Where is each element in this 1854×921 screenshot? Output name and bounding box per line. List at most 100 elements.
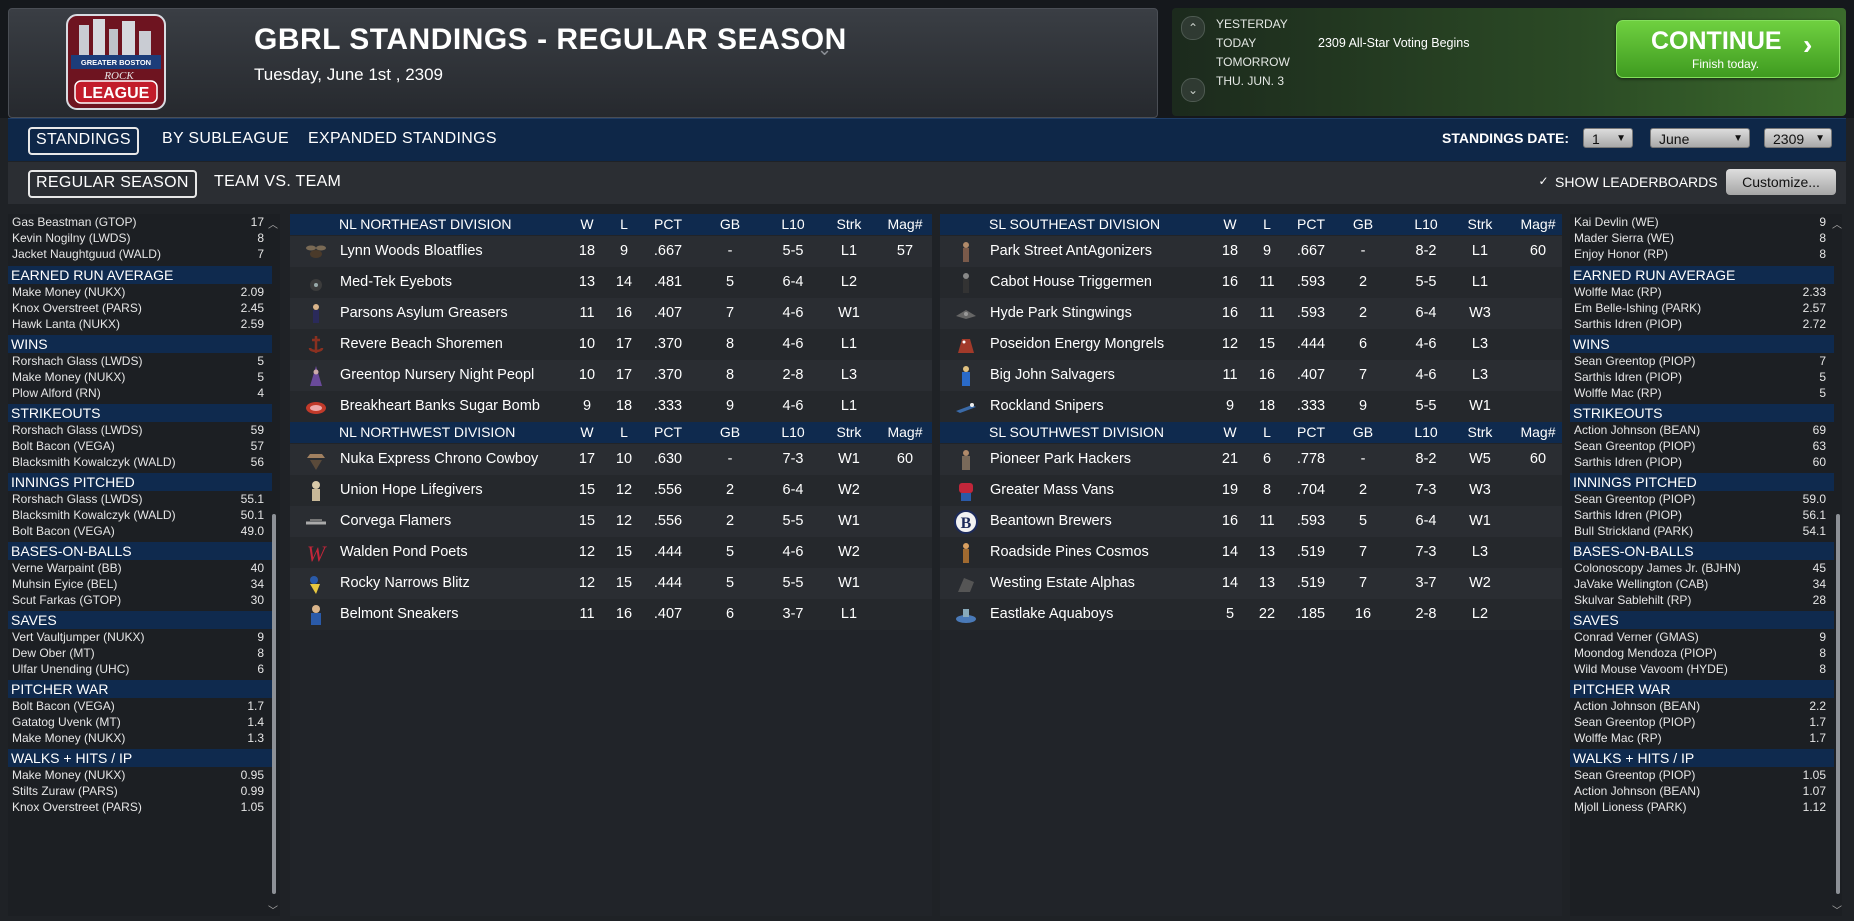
team-row[interactable]: Rockland Snipers 9 18 .333 9 5-5 W1 — [940, 391, 1562, 422]
show-leaderboards-checkbox[interactable]: ✓ — [1538, 174, 1549, 188]
team-name[interactable]: Park Street AntAgonizers — [990, 243, 1152, 259]
right-leaderboard-scrollbar[interactable]: ︿ ﹀ — [1832, 214, 1842, 916]
right-scroll-thumb[interactable] — [1836, 514, 1840, 894]
leader-row[interactable]: Vert Vaultjumper (NUKX) 9 — [8, 628, 272, 647]
column-header-w[interactable]: W — [1223, 216, 1237, 232]
leader-row[interactable]: Make Money (NUKX) 2.09 — [8, 283, 272, 302]
team-name[interactable]: Rocky Narrows Blitz — [340, 575, 470, 591]
team-name[interactable]: Hyde Park Stingwings — [990, 305, 1132, 321]
team-name[interactable]: Beantown Brewers — [990, 513, 1112, 529]
column-header-strk[interactable]: Strk — [836, 424, 862, 440]
column-header-l[interactable]: L — [1263, 216, 1271, 232]
leader-row[interactable]: Action Johnson (BEAN) 1.07 — [1570, 782, 1834, 801]
team-name[interactable]: Parsons Asylum Greasers — [340, 305, 508, 321]
column-header-gb[interactable]: GB — [1352, 216, 1374, 232]
team-name[interactable]: Breakheart Banks Sugar Bomb — [340, 398, 540, 414]
tab-regular-season[interactable]: REGULAR SEASON — [28, 170, 197, 198]
leader-row[interactable]: Bull Strickland (PARK) 54.1 — [1570, 522, 1834, 541]
leader-row[interactable]: Action Johnson (BEAN) 2.2 — [1570, 697, 1834, 716]
leader-row[interactable]: Knox Overstreet (PARS) 2.45 — [8, 299, 272, 318]
scroll-up-icon[interactable]: ︿ — [1832, 220, 1842, 231]
customize-button[interactable]: Customize... — [1726, 169, 1836, 195]
leader-row[interactable]: Mader Sierra (WE) 8 — [1570, 229, 1834, 248]
standings-month-select[interactable]: June ▼ — [1650, 128, 1750, 148]
column-header-strk[interactable]: Strk — [1467, 216, 1493, 232]
leader-row[interactable]: Scut Farkas (GTOP) 30 — [8, 591, 272, 610]
leader-row[interactable]: Hawk Lanta (NUKX) 2.59 — [8, 315, 272, 334]
leader-row[interactable]: Sarthis Idren (PIOP) 2.72 — [1570, 315, 1834, 334]
leader-row[interactable]: Bolt Bacon (VEGA) 1.7 — [8, 697, 272, 716]
team-row[interactable]: Parsons Asylum Greasers 11 16 .407 7 4-6 W1 — [290, 298, 932, 329]
leader-row[interactable]: Sarthis Idren (PIOP) 60 — [1570, 453, 1834, 472]
column-header-w[interactable]: W — [580, 216, 594, 232]
leader-row[interactable]: Action Johnson (BEAN) 69 — [1570, 421, 1834, 440]
scroll-down-icon[interactable]: ﹀ — [268, 906, 278, 916]
leader-row[interactable]: Sean Greentop (PIOP) 7 — [1570, 352, 1834, 371]
leader-row[interactable]: Blacksmith Kowalczyk (WALD) 50.1 — [8, 506, 272, 525]
leader-row[interactable]: Conrad Verner (GMAS) 9 — [1570, 628, 1834, 647]
leader-row[interactable]: Plow Alford (RN) 4 — [8, 384, 272, 403]
column-header-pct[interactable]: PCT — [1297, 216, 1325, 232]
team-name[interactable]: Corvega Flamers — [340, 513, 452, 529]
team-row[interactable]: Rocky Narrows Blitz 12 15 .444 5 5-5 W1 — [290, 568, 932, 599]
team-row[interactable]: Corvega Flamers 15 12 .556 2 5-5 W1 — [290, 506, 932, 537]
column-header-l10[interactable]: L10 — [1414, 424, 1438, 440]
team-row[interactable]: Park Street AntAgonizers 18 9 .667 - 8-2 L1 60 — [940, 236, 1562, 267]
title-dropdown-chevron-icon[interactable]: ⌄ — [817, 39, 833, 59]
leader-row[interactable]: Rorshach Glass (LWDS) 5 — [8, 352, 272, 371]
team-row[interactable]: Big John Salvagers 11 16 .407 7 4-6 L3 — [940, 360, 1562, 391]
leader-row[interactable]: Sean Greentop (PIOP) 59.0 — [1570, 490, 1834, 509]
tab-standings[interactable]: STANDINGS — [28, 127, 139, 155]
leader-row[interactable]: Wild Mouse Vavoom (HYDE) 8 — [1570, 660, 1834, 679]
team-name[interactable]: Union Hope Lifegivers — [340, 482, 483, 498]
team-name[interactable]: Poseidon Energy Mongrels — [990, 336, 1165, 352]
leader-row[interactable]: Gatatog Uvenk (MT) 1.4 — [8, 713, 272, 732]
leader-row[interactable]: Kai Devlin (WE) 9 — [1570, 214, 1834, 232]
leader-row[interactable]: Verne Warpaint (BB) 40 — [8, 559, 272, 578]
column-header-l[interactable]: L — [1263, 424, 1271, 440]
scroll-down-icon[interactable]: ﹀ — [1832, 906, 1842, 916]
team-row[interactable]: W Walden Pond Poets 12 15 .444 5 4-6 W2 — [290, 537, 932, 568]
leader-row[interactable]: Skulvar Sablehilt (RP) 28 — [1570, 591, 1834, 610]
leader-row[interactable]: Sean Greentop (PIOP) 1.7 — [1570, 713, 1834, 732]
leader-row[interactable]: Blacksmith Kowalczyk (WALD) 56 — [8, 453, 272, 472]
scroll-up-icon[interactable]: ︿ — [268, 220, 278, 231]
team-row[interactable]: Roadside Pines Cosmos 14 13 .519 7 7-3 L3 — [940, 537, 1562, 568]
leader-row[interactable]: Dew Ober (MT) 8 — [8, 644, 272, 663]
team-row[interactable]: Nuka Express Chrono Cowboy 17 10 .630 - 7-3 W1… — [290, 444, 932, 475]
leader-row[interactable]: Bolt Bacon (VEGA) 49.0 — [8, 522, 272, 541]
column-header-mag[interactable]: Mag# — [1520, 424, 1556, 440]
team-name[interactable]: Greentop Nursery Night Peopl — [340, 367, 535, 383]
leader-row[interactable]: Enjoy Honor (RP) 8 — [1570, 245, 1834, 264]
leader-row[interactable]: Rorshach Glass (LWDS) 59 — [8, 421, 272, 440]
team-row[interactable]: Poseidon Energy Mongrels 12 15 .444 6 4-6 L3 — [940, 329, 1562, 360]
team-name[interactable]: Rockland Snipers — [990, 398, 1104, 414]
team-row[interactable]: Greentop Nursery Night Peopl 10 17 .370 8 2-8… — [290, 360, 932, 391]
column-header-strk[interactable]: Strk — [1467, 424, 1493, 440]
team-name[interactable]: Pioneer Park Hackers — [990, 451, 1132, 467]
leader-row[interactable]: Moondog Mendoza (PIOP) 8 — [1570, 644, 1834, 663]
schedule-up-arrow-icon[interactable]: ⌃ — [1181, 16, 1205, 40]
column-header-mag[interactable]: Mag# — [887, 424, 923, 440]
continue-button[interactable]: CONTINUE Finish today. › — [1616, 20, 1840, 78]
team-name[interactable]: Cabot House Triggermen — [990, 274, 1152, 290]
team-name[interactable]: Roadside Pines Cosmos — [990, 544, 1149, 560]
team-name[interactable]: Walden Pond Poets — [340, 544, 468, 560]
leader-row[interactable]: Mjoll Lioness (PARK) 1.12 — [1570, 798, 1834, 817]
team-row[interactable]: Union Hope Lifegivers 15 12 .556 2 6-4 W2 — [290, 475, 932, 506]
schedule-down-arrow-icon[interactable]: ⌄ — [1181, 78, 1205, 102]
team-row[interactable]: Lynn Woods Bloatflies 18 9 .667 - 5-5 L1 57 — [290, 236, 932, 267]
leader-row[interactable]: Make Money (NUKX) 1.3 — [8, 729, 272, 748]
column-header-strk[interactable]: Strk — [836, 216, 862, 232]
leader-row[interactable]: Wolffe Mac (RP) 1.7 — [1570, 729, 1834, 748]
leader-row[interactable]: Wolffe Mac (RP) 2.33 — [1570, 283, 1834, 302]
leader-row[interactable]: Sean Greentop (PIOP) 63 — [1570, 437, 1834, 456]
leader-row[interactable]: Ulfar Unending (UHC) 6 — [8, 660, 272, 679]
team-row[interactable]: Revere Beach Shoremen 10 17 .370 8 4-6 L1 — [290, 329, 932, 360]
team-row[interactable]: Belmont Sneakers 11 16 .407 6 3-7 L1 — [290, 599, 932, 630]
leader-row[interactable]: Rorshach Glass (LWDS) 55.1 — [8, 490, 272, 509]
team-name[interactable]: Belmont Sneakers — [340, 606, 459, 622]
team-name[interactable]: Westing Estate Alphas — [990, 575, 1135, 591]
leader-row[interactable]: Make Money (NUKX) 5 — [8, 368, 272, 387]
schedule-day-next[interactable]: THU. JUN. 3 — [1216, 74, 1285, 88]
